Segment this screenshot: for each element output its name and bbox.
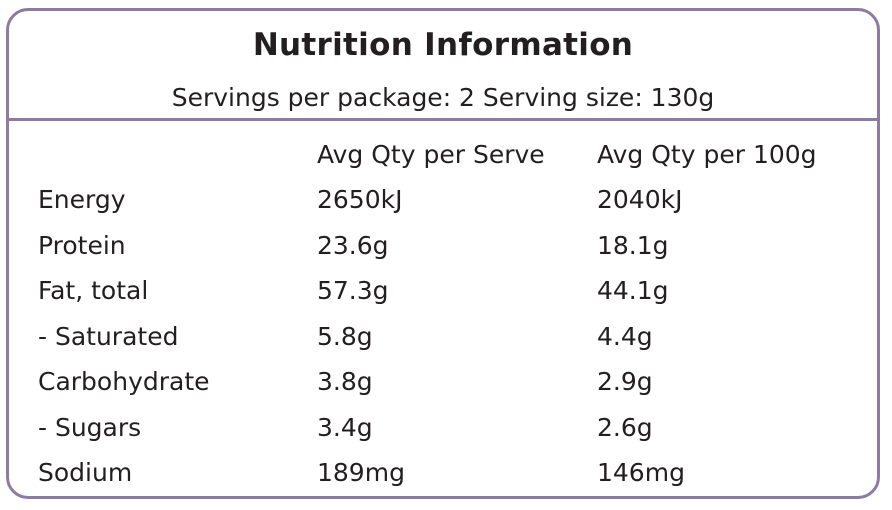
nutrient-name: Energy: [38, 185, 126, 214]
per-100g-value: 4.4g: [597, 321, 653, 351]
per-100g-value: 146mg: [597, 458, 685, 487]
nutrient-name: - Saturated: [38, 321, 179, 351]
column-header-per-serve: Avg Qty per Serve: [317, 140, 545, 169]
per-serve-value: 23.6g: [317, 230, 389, 260]
table-row: - Sugars 3.4g 2.6g: [9, 409, 877, 455]
per-100g-value: 44.1g: [597, 276, 669, 305]
table-row: Sodium 189mg 146mg: [9, 454, 877, 496]
nutrient-name: Fat, total: [38, 276, 149, 305]
panel-title: Nutrition Information: [252, 27, 634, 63]
nutrition-panel: Nutrition Information Servings per packa…: [6, 8, 880, 499]
nutrition-table-body: Energy 2650kJ 2040kJ Protein 23.6g 18.1g…: [9, 181, 877, 496]
per-serve-value: 3.8g: [317, 367, 373, 396]
servings-line: Servings per package: 2 Serving size: 13…: [171, 83, 715, 112]
table-row: Protein 23.6g 18.1g: [9, 227, 877, 273]
table-row: - Saturated 5.8g 4.4g: [9, 318, 877, 364]
nutrient-name: Sodium: [38, 458, 133, 487]
per-serve-value: 2650kJ: [317, 185, 403, 214]
per-serve-value: 189mg: [317, 458, 405, 487]
per-100g-value: 2.9g: [597, 367, 653, 396]
table-row: Fat, total 57.3g 44.1g: [9, 272, 877, 318]
per-100g-value: 2040kJ: [597, 185, 683, 214]
per-serve-value: 57.3g: [317, 276, 389, 305]
per-100g-value: 2.6g: [597, 412, 653, 442]
nutrient-name: - Sugars: [38, 412, 142, 442]
per-serve-value: 5.8g: [317, 321, 373, 351]
column-header-per-100g: Avg Qty per 100g: [597, 140, 817, 169]
per-serve-value: 3.4g: [317, 412, 373, 442]
table-row: Energy 2650kJ 2040kJ: [9, 181, 877, 227]
nutrient-name: Carbohydrate: [38, 367, 210, 396]
header-divider: [9, 118, 877, 121]
per-100g-value: 18.1g: [597, 230, 669, 260]
nutrient-name: Protein: [38, 230, 126, 260]
table-row: Carbohydrate 3.8g 2.9g: [9, 363, 877, 409]
